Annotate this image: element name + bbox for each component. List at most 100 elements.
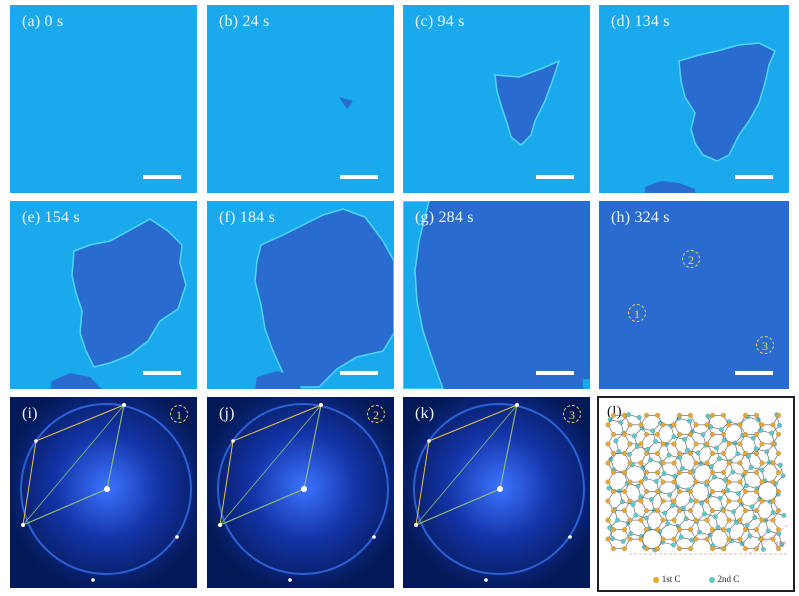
first-layer-atom — [710, 450, 715, 456]
second-layer-atom — [750, 435, 756, 441]
first-layer-atom — [737, 498, 743, 504]
first-layer-atom — [754, 489, 759, 494]
second-layer-atom — [725, 488, 731, 493]
legend-first-layer: 1st C — [652, 574, 681, 584]
second-layer-atom — [716, 456, 722, 462]
diffraction-pattern — [207, 397, 394, 588]
substrate-image — [403, 201, 590, 389]
first-layer-atom — [721, 489, 726, 494]
second-layer-atom — [626, 451, 632, 457]
first-layer — [605, 412, 781, 552]
second-layer-atom — [617, 488, 622, 494]
second-layer-atom — [707, 532, 713, 538]
first-layer-atom — [759, 422, 765, 428]
first-layer-atom — [677, 489, 682, 494]
graphene-film-image — [599, 201, 789, 389]
first-layer-atom — [671, 517, 677, 523]
first-layer-atom — [710, 527, 715, 533]
first-layer-atom — [776, 489, 781, 494]
first-layer-atom — [726, 517, 732, 523]
first-layer-atom — [605, 517, 611, 523]
first-layer-atom — [688, 546, 693, 552]
panel-l: (l) 15° 1st C 2nd C — [597, 396, 795, 592]
second-layer-atom — [760, 546, 766, 552]
first-layer-atom — [770, 479, 776, 485]
second-layer-atom — [764, 449, 770, 455]
first-layer-atom — [622, 546, 627, 552]
first-layer-atom — [611, 527, 616, 533]
first-layer-atom — [655, 546, 660, 552]
panel-j: (j) 2 — [207, 397, 394, 588]
uncovered-substrate — [403, 201, 444, 389]
first-layer-atom — [754, 527, 759, 533]
spot-marker-3: 3 — [756, 336, 774, 354]
scale-bar — [143, 175, 181, 179]
first-layer-atom — [710, 470, 715, 475]
second-layer-atom — [717, 495, 723, 501]
second-layer-atom — [616, 448, 622, 454]
second-layer-atom — [735, 451, 741, 457]
first-layer-atom — [726, 441, 732, 447]
panel-label: (l) — [607, 404, 622, 420]
first-layer-atom — [627, 498, 633, 504]
second-layer-atom — [662, 510, 668, 516]
lattice-legend: 1st C 2nd C — [599, 574, 793, 584]
first-layer-atom — [638, 536, 644, 542]
panel-label: (b) 24 s — [219, 13, 270, 30]
twist-angle-label: 15° — [775, 540, 786, 549]
second-layer-atom — [645, 446, 651, 452]
second-layer-atom — [714, 445, 719, 451]
panel-label: (e) 154 s — [22, 209, 80, 226]
scale-bar — [735, 175, 773, 179]
second-layer-atom — [753, 446, 759, 452]
first-layer-atom — [737, 460, 743, 466]
first-layer-atom — [671, 441, 677, 447]
second-layer-atom — [732, 440, 738, 446]
first-layer-atom — [660, 479, 666, 485]
first-layer-atom — [721, 508, 726, 514]
first-layer-atom — [721, 431, 726, 437]
panel-label: (g) 284 s — [415, 209, 474, 226]
first-layer-atom — [693, 422, 699, 428]
first-layer-atom — [644, 527, 649, 533]
second-layer-atom — [628, 531, 634, 537]
first-layer-atom — [644, 546, 649, 552]
first-layer-atom — [677, 508, 682, 514]
first-layer-atom — [627, 479, 633, 485]
second-layer-atom — [777, 462, 783, 468]
second-layer-atom — [640, 465, 646, 471]
panel-label: (k) — [415, 405, 435, 422]
first-layer-atom — [726, 498, 732, 504]
first-layer-atom — [638, 517, 644, 523]
first-layer-atom — [671, 479, 677, 485]
panel-a: (a) 0 s — [10, 5, 197, 193]
first-layer-atom — [776, 546, 781, 552]
first-layer-atom — [737, 536, 743, 542]
first-layer-atom — [704, 536, 710, 542]
scale-bar — [536, 371, 574, 375]
first-layer-atom — [644, 470, 649, 475]
first-layer-atom — [605, 536, 611, 542]
second-layer-atom — [666, 452, 672, 458]
legend-first-label: 1st C — [661, 574, 681, 584]
scale-bar — [536, 175, 574, 179]
first-layer-atom — [622, 412, 627, 418]
first-layer-atom — [605, 441, 611, 447]
second-layer-atom — [634, 444, 640, 449]
panel-b: (b) 24 s — [207, 5, 394, 193]
first-layer-atom — [754, 450, 759, 456]
first-layer-atom — [743, 431, 748, 437]
first-layer-atom — [611, 450, 616, 456]
first-layer-atom — [754, 431, 759, 437]
first-layer-atom — [655, 489, 660, 494]
graphene-domain — [254, 208, 394, 388]
second-layer-atom — [749, 504, 755, 510]
second-layer-atom — [715, 524, 721, 530]
second-layer-atom — [747, 533, 753, 539]
first-layer-atom — [776, 508, 781, 514]
second-layer-atom — [765, 528, 771, 534]
first-layer-atom — [677, 450, 682, 456]
second-layer-atom — [781, 512, 787, 518]
first-layer-atom — [622, 470, 627, 475]
second-layer-atom — [688, 497, 694, 503]
